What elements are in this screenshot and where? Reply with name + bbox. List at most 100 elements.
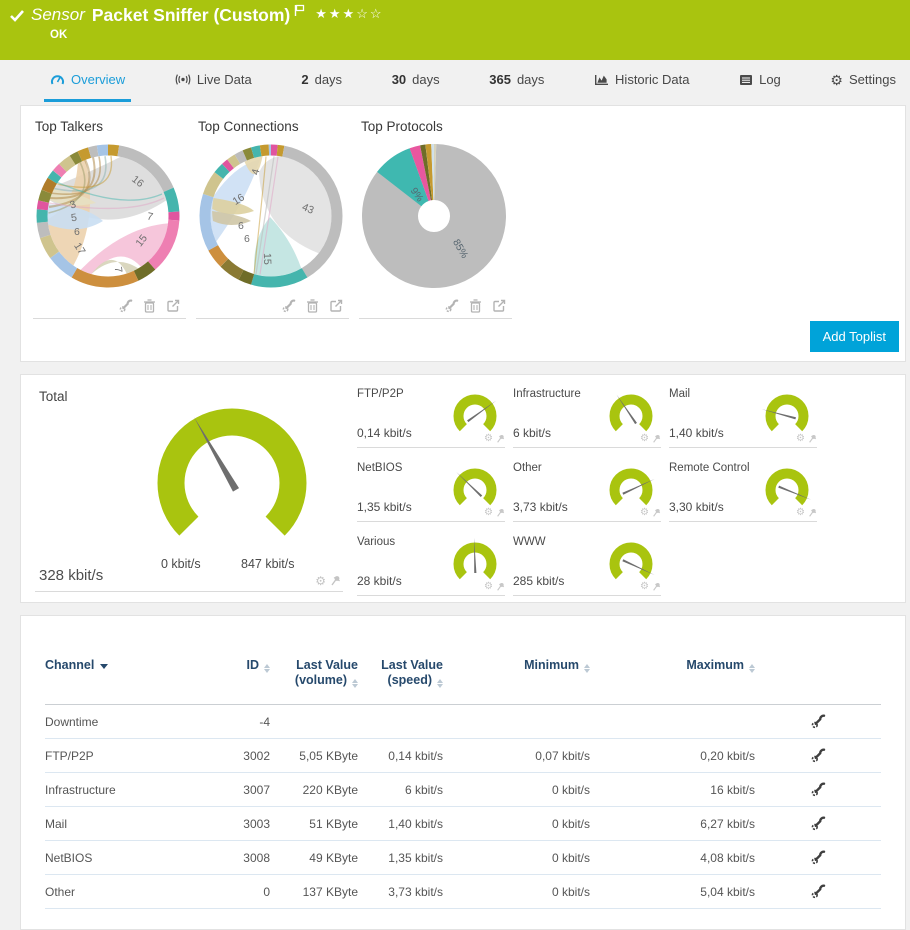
gauge-value: 328 kbit/s: [39, 567, 104, 584]
channel-settings-wrench-icon[interactable]: [811, 782, 826, 797]
channel-settings-wrench-icon[interactable]: [811, 816, 826, 831]
cell-id: 0: [263, 884, 270, 899]
pin-icon[interactable]: [496, 434, 505, 444]
gear-icon[interactable]: ⚙: [315, 574, 326, 588]
column-header-last-value-volume[interactable]: Last Value (volume): [294, 658, 358, 688]
gauge-tile-various: Various 28 kbit/s ⚙: [357, 533, 505, 596]
toplist-tile-top-protocols: Top Protocols 9% 85%: [359, 119, 512, 319]
pin-icon[interactable]: [496, 508, 505, 518]
gear-icon: ⚙: [830, 71, 843, 88]
svg-text:7: 7: [146, 211, 154, 224]
sort-arrows-icon: [584, 664, 590, 673]
tab-365-days[interactable]: 365 days: [483, 60, 550, 102]
wrench-icon[interactable]: [282, 299, 296, 313]
gauge-value: 1,35 kbit/s: [357, 500, 412, 514]
cell-speed: 0,14 kbit/s: [388, 748, 443, 763]
toplist-tile-top-connections: Top Connections 43 16 15 4 6 6: [196, 119, 349, 319]
external-link-icon[interactable]: [329, 299, 343, 313]
cell-speed: 1,35 kbit/s: [388, 850, 443, 865]
tab-2-days[interactable]: 2 days: [295, 60, 348, 102]
gauge-tile-www: WWW 285 kbit/s ⚙: [513, 533, 661, 596]
channel-gauge: [609, 542, 655, 580]
top-connections-chord-chart[interactable]: 43 16 15 4 6 6: [196, 141, 346, 291]
channel-settings-wrench-icon[interactable]: [811, 850, 826, 865]
wrench-icon[interactable]: [445, 299, 459, 313]
gauge-label: NetBIOS: [357, 462, 403, 474]
tab-log[interactable]: Log: [733, 60, 787, 102]
gauge-tile-mail: Mail 1,40 kbit/s ⚙: [669, 385, 817, 448]
svg-text:6: 6: [238, 220, 244, 232]
column-header-minimum[interactable]: Minimum: [443, 658, 590, 673]
flag-icon[interactable]: [294, 4, 305, 17]
gauge-icon: [50, 73, 65, 86]
pin-icon[interactable]: [496, 582, 505, 592]
cell-channel: Other: [45, 884, 76, 899]
pin-icon[interactable]: [652, 508, 661, 518]
trash-icon[interactable]: [143, 299, 156, 313]
tab-live-data[interactable]: Live Data: [169, 60, 258, 102]
tab-label: days: [412, 72, 440, 87]
tab-historic-data[interactable]: Historic Data: [588, 60, 695, 102]
gear-icon[interactable]: ⚙: [640, 581, 649, 592]
toplists-panel: Top Talkers 16 7: [20, 105, 906, 362]
trash-icon[interactable]: [469, 299, 482, 313]
top-protocols-donut-chart[interactable]: 9% 85%: [359, 141, 509, 291]
cell-min: 0 kbit/s: [551, 782, 590, 797]
tab-number: 2: [301, 72, 309, 87]
tab-number: 30: [391, 72, 407, 87]
tile-corner-tools: ⚙: [315, 575, 341, 587]
channel-settings-wrench-icon[interactable]: [811, 884, 826, 899]
pin-icon[interactable]: [652, 434, 661, 444]
cell-channel: NetBIOS: [45, 850, 93, 865]
tab-bar: Overview Live Data 2 days 30 days 365 da…: [0, 60, 910, 102]
wrench-icon[interactable]: [119, 299, 133, 313]
tab-overview[interactable]: Overview: [44, 60, 132, 102]
gear-icon[interactable]: ⚙: [796, 507, 805, 518]
gear-icon[interactable]: ⚙: [484, 433, 493, 444]
sort-arrows-icon: [264, 664, 270, 673]
tab-settings[interactable]: ⚙ Settings: [824, 60, 902, 102]
gauge-value: 3,30 kbit/s: [669, 500, 724, 514]
toplist-tile-top-talkers: Top Talkers 16 7: [33, 119, 186, 319]
channel-gauge: [453, 468, 497, 506]
priority-stars[interactable]: ★★★☆☆: [315, 6, 384, 21]
gear-icon[interactable]: ⚙: [484, 507, 493, 518]
svg-text:5: 5: [70, 212, 78, 225]
table-row: FTP/P2P 3002 5,05 KByte 0,14 kbit/s 0,07…: [45, 739, 881, 773]
status-check-icon: [10, 10, 24, 22]
cell-id: 3003: [243, 816, 270, 831]
cell-id: 3008: [243, 850, 270, 865]
donut-ring: [362, 143, 506, 288]
svg-text:3: 3: [68, 198, 77, 211]
channel-settings-wrench-icon[interactable]: [811, 748, 826, 763]
gear-icon[interactable]: ⚙: [484, 581, 493, 592]
pin-icon[interactable]: [652, 582, 661, 592]
table-header-row: Channel ID Last Value (volume) Last Valu…: [45, 658, 881, 705]
cell-volume: 51 KByte: [309, 816, 358, 831]
toplist-toolbar: [33, 296, 186, 319]
tab-label: Overview: [71, 72, 126, 87]
external-link-icon[interactable]: [166, 299, 180, 313]
trash-icon[interactable]: [306, 299, 319, 313]
add-toplist-button[interactable]: Add Toplist: [809, 321, 899, 352]
column-header-maximum[interactable]: Maximum: [590, 658, 755, 673]
cell-speed: 3,73 kbit/s: [388, 884, 443, 899]
sensor-header: Sensor Packet Sniffer (Custom) ★★★☆☆ OK: [0, 0, 910, 60]
sort-caret-icon: [100, 664, 109, 669]
channel-settings-wrench-icon[interactable]: [811, 714, 826, 729]
external-link-icon[interactable]: [492, 299, 506, 313]
gear-icon[interactable]: ⚙: [796, 433, 805, 444]
gear-icon[interactable]: ⚙: [640, 507, 649, 518]
tab-30-days[interactable]: 30 days: [386, 60, 446, 102]
cell-volume: 5,05 KByte: [299, 748, 358, 763]
column-header-id[interactable]: ID: [215, 658, 270, 673]
pin-icon[interactable]: [808, 434, 817, 444]
pin-icon[interactable]: [330, 575, 341, 587]
column-header-last-value-speed[interactable]: Last Value (speed): [381, 658, 443, 688]
gear-icon[interactable]: ⚙: [640, 433, 649, 444]
tab-label: Log: [759, 72, 781, 87]
top-talkers-chord-chart[interactable]: 16 7 15 7 17 6 5 3: [33, 141, 183, 291]
channels-table-panel: Channel ID Last Value (volume) Last Valu…: [20, 615, 906, 930]
pin-icon[interactable]: [808, 508, 817, 518]
column-header-channel[interactable]: Channel: [45, 658, 215, 673]
